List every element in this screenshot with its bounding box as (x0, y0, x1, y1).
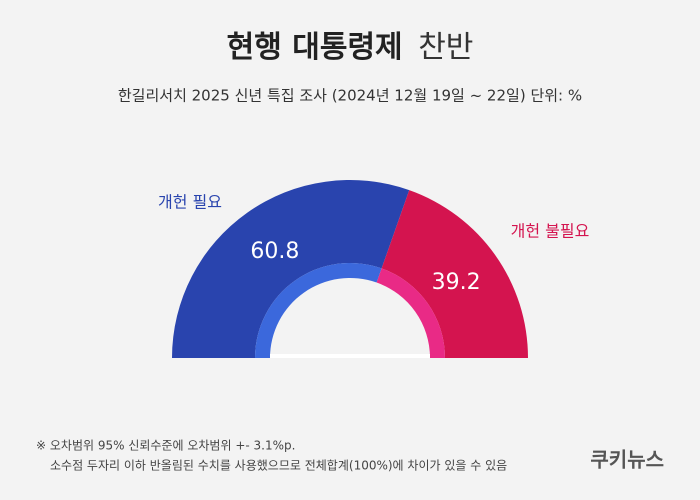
wedge-inner-ring (255, 263, 382, 358)
source-logo: 쿠키뉴스 (590, 448, 664, 472)
title-suffix: 찬반 (418, 30, 473, 65)
wedge (381, 190, 528, 358)
title-main: 현행 대통령제 (227, 30, 403, 65)
category-label: 개헌 필요 (158, 193, 222, 212)
value-label: 60.8 (250, 239, 299, 264)
value-label: 39.2 (432, 270, 481, 295)
wedge (172, 180, 410, 358)
note: 소수점 두자리 이하 반올림된 수치를 사용했으므로 전체합계(100%)에 차… (50, 459, 507, 473)
category-label: 개헌 불필요 (511, 222, 590, 241)
chart-title: 현행 대통령제 찬반 (227, 30, 474, 65)
note: ※ 오차범위 95% 신뢰수준에 오차범위 +- 3.1%p. (36, 439, 295, 453)
wedge-inner-ring (376, 268, 445, 358)
base-strip (270, 354, 430, 358)
subtitle: 한길리서치 2025 신년 특집 조사 (2024년 12월 19일 ~ 22일… (118, 87, 582, 105)
